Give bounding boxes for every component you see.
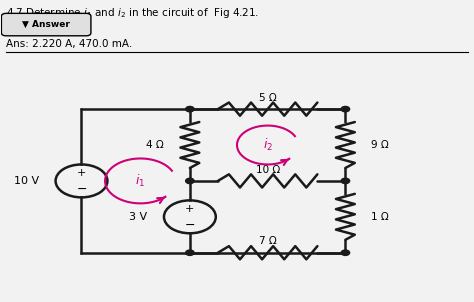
Text: −: − [76, 183, 87, 196]
Text: ▼ Answer: ▼ Answer [22, 20, 70, 29]
Text: 7 Ω: 7 Ω [259, 236, 276, 246]
Text: +: + [77, 168, 86, 178]
Circle shape [186, 178, 194, 184]
Text: 1 Ω: 1 Ω [371, 212, 389, 222]
Text: $i_2$: $i_2$ [263, 137, 273, 153]
Text: 9 Ω: 9 Ω [371, 140, 389, 150]
Text: +: + [185, 204, 194, 214]
Text: $i_1$: $i_1$ [135, 173, 146, 189]
FancyBboxPatch shape [1, 13, 91, 36]
Circle shape [341, 178, 350, 184]
Text: 10 V: 10 V [14, 176, 39, 186]
Circle shape [186, 250, 194, 255]
Text: −: − [185, 219, 195, 232]
Text: 5 Ω: 5 Ω [259, 93, 276, 103]
Text: Ans: 2.220 A, 470.0 mA.: Ans: 2.220 A, 470.0 mA. [6, 39, 132, 49]
Circle shape [186, 106, 194, 112]
Text: 4.7 Determine $i_1$ and $i_2$ in the circuit of  Fig 4.21.: 4.7 Determine $i_1$ and $i_2$ in the cir… [6, 6, 259, 20]
Circle shape [341, 106, 350, 112]
Text: 10 Ω: 10 Ω [255, 165, 280, 175]
Text: 3 V: 3 V [129, 212, 147, 222]
Circle shape [341, 250, 350, 255]
Text: 4 Ω: 4 Ω [146, 140, 164, 150]
